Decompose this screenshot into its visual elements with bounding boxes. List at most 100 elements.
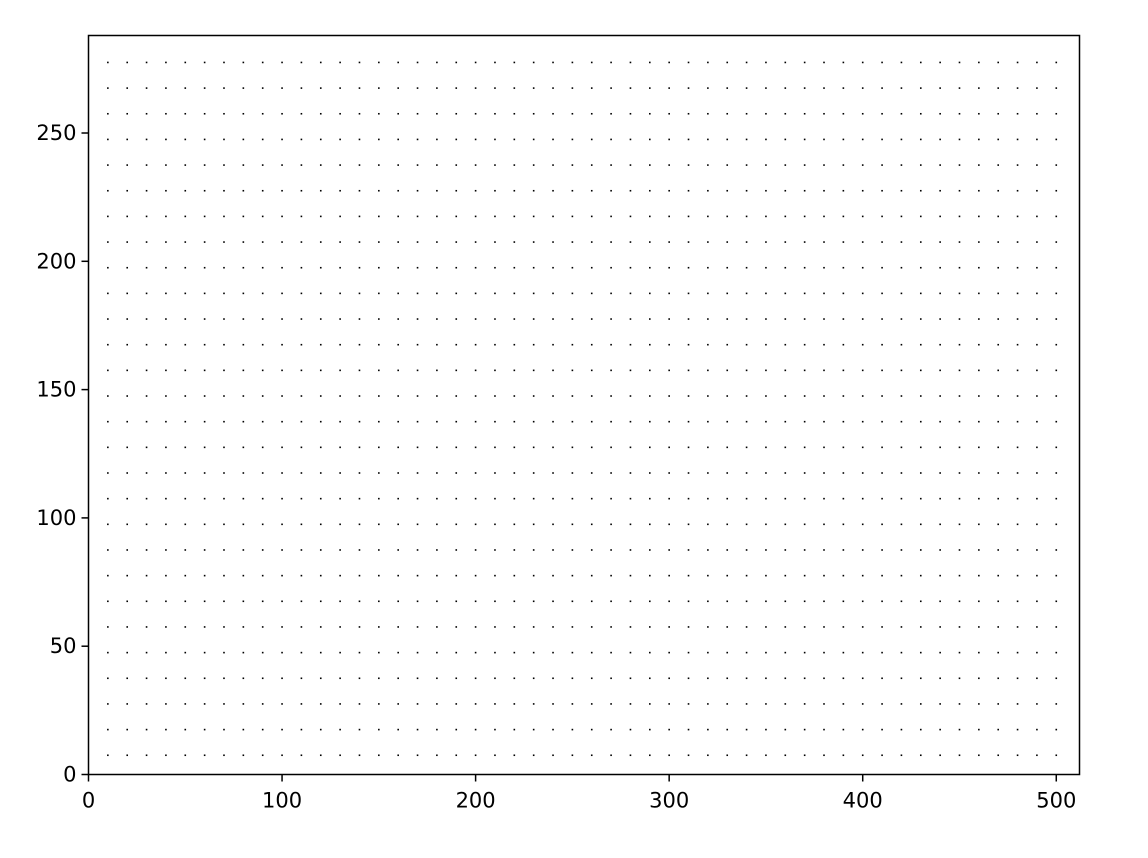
grid-point (339, 549, 341, 551)
grid-point (765, 497, 767, 500)
grid-point (436, 446, 438, 449)
grid-point (397, 215, 399, 218)
grid-point (629, 138, 632, 141)
grid-point (629, 189, 632, 192)
grid-point (397, 87, 399, 89)
grid-point (378, 241, 380, 243)
grid-point (997, 549, 1000, 551)
grid-point (571, 395, 574, 397)
grid-point (726, 138, 729, 141)
grid-point (107, 472, 109, 474)
grid-point (726, 446, 729, 449)
grid-point (745, 600, 748, 603)
grid-point (145, 703, 148, 705)
grid-point (145, 318, 148, 320)
grid-point (842, 292, 845, 295)
grid-point (436, 651, 438, 654)
grid-point (649, 626, 651, 628)
grid-point (223, 754, 225, 757)
grid-point (978, 318, 980, 320)
grid-point (823, 369, 825, 372)
grid-point (1036, 600, 1038, 603)
grid-point (300, 703, 303, 705)
grid-point (707, 574, 709, 577)
grid-point (552, 651, 554, 654)
grid-point (107, 241, 109, 243)
grid-point (765, 651, 767, 654)
grid-point (745, 318, 748, 320)
grid-point (203, 215, 206, 218)
grid-point (1055, 369, 1058, 372)
grid-point (610, 395, 612, 397)
grid-point (668, 651, 670, 654)
grid-point (319, 343, 322, 346)
grid-point (358, 523, 361, 526)
grid-point (397, 497, 399, 500)
grid-point (552, 395, 554, 397)
grid-point (513, 343, 516, 346)
grid-point (184, 728, 187, 731)
grid-point (552, 600, 554, 603)
grid-point (165, 626, 167, 628)
grid-point (494, 600, 496, 603)
grid-point (919, 523, 922, 526)
grid-point (707, 420, 709, 423)
grid-point (436, 61, 438, 64)
grid-point (803, 87, 806, 89)
y-tick-label: 0 (63, 763, 76, 787)
grid-point (107, 343, 109, 346)
grid-point (745, 574, 748, 577)
grid-point (861, 61, 864, 64)
grid-point (165, 87, 167, 89)
grid-point (552, 677, 554, 680)
grid-point (590, 241, 593, 243)
grid-point (126, 241, 129, 243)
grid-point (649, 61, 651, 64)
grid-point (784, 318, 787, 320)
grid-point (997, 497, 1000, 500)
grid-point (687, 446, 690, 449)
grid-point (668, 728, 670, 731)
grid-point (261, 395, 264, 397)
grid-point (184, 497, 187, 500)
grid-point (242, 754, 245, 757)
grid-point (590, 754, 593, 757)
grid-point (416, 600, 419, 603)
grid-point (861, 549, 864, 551)
grid-point (707, 266, 709, 269)
grid-point (668, 87, 670, 89)
grid-point (765, 266, 767, 269)
grid-point (1036, 164, 1038, 166)
grid-point (610, 472, 612, 474)
grid-point (900, 318, 903, 320)
grid-point (319, 754, 322, 757)
grid-point (300, 241, 303, 243)
grid-point (784, 241, 787, 243)
grid-point (823, 189, 825, 192)
grid-point (861, 318, 864, 320)
grid-point (455, 112, 458, 115)
grid-point (358, 215, 361, 218)
grid-point (339, 472, 341, 474)
grid-point (726, 523, 729, 526)
grid-point (958, 318, 961, 320)
grid-point (900, 112, 903, 115)
grid-point (978, 420, 980, 423)
grid-point (126, 369, 129, 372)
grid-point (223, 87, 225, 89)
grid-point (900, 266, 903, 269)
grid-point (203, 472, 206, 474)
grid-point (455, 651, 458, 654)
grid-point (649, 728, 651, 731)
grid-point (281, 112, 283, 115)
grid-point (1055, 343, 1058, 346)
grid-point (455, 574, 458, 577)
grid-point (165, 420, 167, 423)
grid-point (997, 626, 1000, 628)
grid-point (261, 600, 264, 603)
grid-point (707, 343, 709, 346)
grid-point (455, 318, 458, 320)
grid-point (649, 600, 651, 603)
grid-point (784, 549, 787, 551)
grid-point (629, 266, 632, 269)
